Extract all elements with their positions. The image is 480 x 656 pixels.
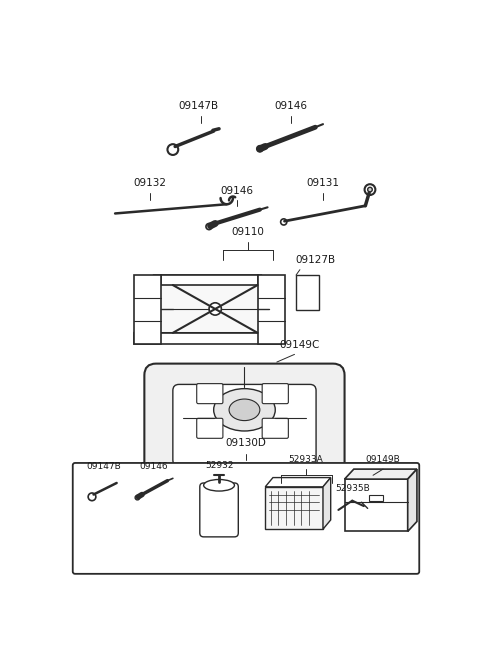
Text: 09147B: 09147B — [178, 101, 218, 111]
Text: 09146: 09146 — [220, 186, 253, 195]
Text: 09110: 09110 — [231, 226, 264, 237]
Text: 09146: 09146 — [274, 101, 307, 111]
Text: 09132: 09132 — [133, 178, 166, 188]
Circle shape — [257, 146, 263, 152]
Circle shape — [209, 303, 221, 315]
Text: 09147B: 09147B — [86, 462, 121, 472]
Bar — [296, 275, 319, 310]
Text: 52932: 52932 — [205, 461, 233, 470]
Text: 09131: 09131 — [307, 178, 339, 188]
Polygon shape — [265, 487, 323, 529]
Text: 52933A: 52933A — [288, 455, 324, 464]
Circle shape — [88, 493, 96, 501]
FancyBboxPatch shape — [262, 384, 288, 403]
Text: 09146: 09146 — [139, 462, 168, 472]
Text: 09149C: 09149C — [280, 340, 320, 350]
FancyBboxPatch shape — [262, 419, 288, 438]
Circle shape — [168, 144, 178, 155]
FancyBboxPatch shape — [197, 384, 223, 403]
FancyBboxPatch shape — [200, 483, 238, 537]
Bar — [369, 495, 383, 501]
Polygon shape — [134, 275, 281, 333]
Ellipse shape — [204, 480, 234, 491]
Polygon shape — [134, 275, 161, 344]
Polygon shape — [408, 469, 417, 531]
FancyBboxPatch shape — [144, 363, 345, 479]
Text: 09127B: 09127B — [295, 255, 336, 265]
FancyBboxPatch shape — [173, 384, 316, 466]
Polygon shape — [258, 275, 285, 344]
Circle shape — [281, 219, 287, 225]
Text: 09149B: 09149B — [366, 455, 400, 464]
Polygon shape — [161, 275, 258, 285]
Ellipse shape — [229, 399, 260, 420]
Polygon shape — [323, 478, 331, 529]
Polygon shape — [345, 479, 408, 531]
FancyBboxPatch shape — [152, 468, 337, 487]
Circle shape — [365, 184, 375, 195]
FancyBboxPatch shape — [197, 419, 223, 438]
Circle shape — [206, 224, 212, 230]
Polygon shape — [345, 469, 417, 479]
Circle shape — [368, 188, 372, 192]
Ellipse shape — [214, 388, 275, 431]
Text: 52935B: 52935B — [335, 484, 370, 493]
Text: 09130D: 09130D — [226, 438, 266, 448]
Circle shape — [135, 495, 140, 500]
Polygon shape — [265, 478, 331, 487]
Polygon shape — [134, 333, 281, 344]
FancyBboxPatch shape — [73, 463, 419, 574]
